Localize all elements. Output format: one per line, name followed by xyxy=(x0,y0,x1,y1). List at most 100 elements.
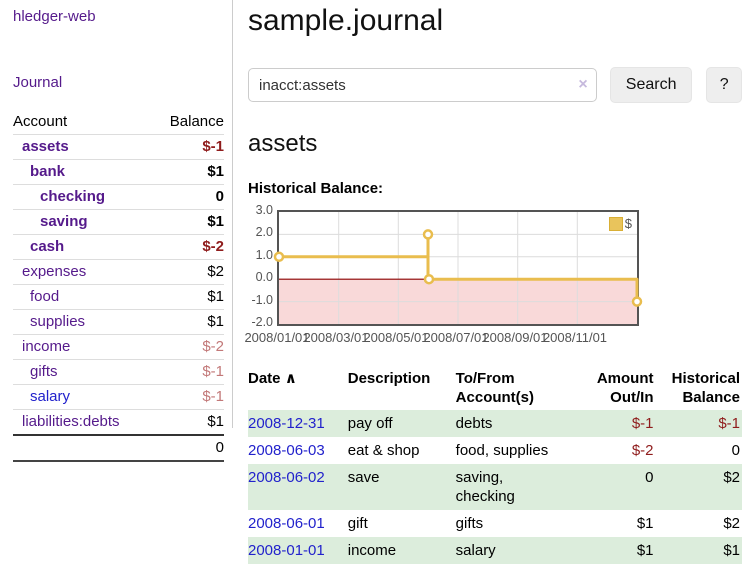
register-col-accounts: To/From Account(s) xyxy=(455,370,535,406)
transaction-accounts: saving, checking xyxy=(455,464,580,510)
app-brand[interactable]: hledger-web xyxy=(13,8,96,25)
register-table: Date ∧ Description To/From Account(s) Am… xyxy=(248,366,742,564)
account-link-income[interactable]: income xyxy=(22,338,71,355)
account-row-checking: checking 0 xyxy=(13,184,224,210)
account-balance: $-1 xyxy=(152,134,224,160)
plot-area: $ xyxy=(273,210,643,326)
account-row-cash: cash $-2 xyxy=(13,234,224,260)
y-tick: 0.0 xyxy=(255,270,273,284)
transaction-balance: $2 xyxy=(661,464,742,510)
account-balance: $1 xyxy=(152,159,224,185)
main-content: sample.journal × Search ? assets Histori… xyxy=(244,0,742,564)
help-button[interactable]: ? xyxy=(706,67,742,103)
account-row-expenses: expenses $2 xyxy=(13,259,224,285)
search-form: × Search ? xyxy=(248,67,742,103)
register-row: 2008-06-03 eat & shop food, supplies $-2… xyxy=(248,437,742,464)
sort-ascending-icon: ∧ xyxy=(284,370,297,387)
account-balance: $-2 xyxy=(152,334,224,360)
legend-label: $ xyxy=(624,216,632,231)
register-row: 2008-06-01 gift gifts $1 $2 xyxy=(248,510,742,537)
account-balance: $1 xyxy=(152,309,224,335)
transaction-date-link[interactable]: 2008-06-01 xyxy=(248,515,325,532)
register-col-balance: Historical Balance xyxy=(671,370,740,406)
account-link-cash[interactable]: cash xyxy=(30,238,65,255)
x-tick: 2008/05/01 xyxy=(363,330,429,345)
account-row-supplies: supplies $1 xyxy=(13,309,224,335)
transaction-date-link[interactable]: 2008-12-31 xyxy=(248,410,348,437)
transaction-balance: $2 xyxy=(723,515,740,532)
plot-svg xyxy=(273,212,643,324)
account-link-checking[interactable]: checking xyxy=(40,188,106,205)
x-tick: 2008/07/01 xyxy=(423,330,489,345)
register-col-description: Description xyxy=(347,370,431,387)
data-points xyxy=(273,229,643,307)
transaction-amount: 0 xyxy=(579,464,662,510)
account-link-salary[interactable]: salary xyxy=(30,388,71,405)
register-header-row: Date ∧ Description To/From Account(s) Am… xyxy=(248,366,742,410)
transaction-date-link[interactable]: 2008-06-03 xyxy=(248,442,325,459)
transaction-description: save xyxy=(347,464,456,510)
account-link-saving[interactable]: saving xyxy=(40,213,88,230)
account-balance: $-1 xyxy=(152,384,224,410)
transaction-accounts: gifts xyxy=(455,515,484,532)
accounts-total: 0 xyxy=(152,434,224,462)
account-row-gifts: gifts $-1 xyxy=(13,359,224,385)
register-col-date[interactable]: Date ∧ xyxy=(248,370,297,387)
transaction-date-link[interactable]: 2008-06-02 xyxy=(248,464,348,510)
account-link-bank[interactable]: bank xyxy=(30,163,66,180)
account-link-gifts[interactable]: gifts xyxy=(30,363,58,380)
y-tick: 3.0 xyxy=(255,203,273,217)
account-balance: $2 xyxy=(152,259,224,285)
register-row: 2008-12-31 pay off debts $-1 $-1 xyxy=(248,410,742,437)
account-balance: $-1 xyxy=(152,359,224,385)
search-box: × xyxy=(248,68,597,102)
clear-search-icon[interactable]: × xyxy=(578,76,588,93)
search-input[interactable] xyxy=(248,68,597,102)
transaction-balance: $1 xyxy=(661,537,742,564)
account-balance: $-2 xyxy=(152,234,224,260)
transaction-description: pay off xyxy=(347,410,456,437)
register-row: 2008-01-01 income salary $1 $1 xyxy=(248,537,742,564)
transaction-amount: $-2 xyxy=(631,442,654,459)
y-tick: 1.0 xyxy=(255,248,273,262)
account-link-assets[interactable]: assets xyxy=(22,138,69,155)
x-tick: 2008/09/01 xyxy=(482,330,548,345)
register-row: 2008-06-02 save saving, checking 0 $2 xyxy=(248,464,742,510)
x-tick: 2008/03/01 xyxy=(303,330,369,345)
account-link-liabilities-debts[interactable]: liabilities:debts xyxy=(22,413,120,430)
account-link-supplies[interactable]: supplies xyxy=(30,313,86,330)
sidebar: hledger-web Journal Account Balance asse… xyxy=(0,0,233,462)
account-row-bank: bank $1 xyxy=(13,159,224,185)
x-tick: 2008/11/01 xyxy=(542,330,608,345)
y-tick: -1.0 xyxy=(251,293,273,307)
chart-title: Historical Balance: xyxy=(248,180,384,197)
transaction-accounts: debts xyxy=(455,410,580,437)
x-tick: 2008/01/01 xyxy=(244,330,310,345)
search-button[interactable]: Search xyxy=(609,67,693,103)
y-tick: 2.0 xyxy=(255,225,273,239)
accounts-total-row: 0 xyxy=(13,434,224,462)
balance-line xyxy=(279,234,639,302)
transaction-date-link[interactable]: 2008-01-01 xyxy=(248,537,348,564)
accounts-col-balance: Balance xyxy=(169,113,224,130)
transaction-description: eat & shop xyxy=(347,442,420,459)
account-row-liabilities-debts: liabilities:debts $1 xyxy=(13,409,224,435)
transaction-amount: $-1 xyxy=(579,410,662,437)
chart-legend: $ xyxy=(606,215,634,232)
transaction-balance: $-1 xyxy=(661,410,742,437)
y-tick: -2.0 xyxy=(251,315,273,329)
account-row-income: income $-2 xyxy=(13,334,224,360)
account-balance: $1 xyxy=(152,284,224,310)
account-row-salary: salary $-1 xyxy=(13,384,224,410)
sidebar-item-journal[interactable]: Journal xyxy=(13,74,63,91)
account-heading: assets xyxy=(248,130,318,157)
transaction-description: gift xyxy=(347,515,368,532)
account-balance: 0 xyxy=(152,184,224,210)
transaction-accounts: food, supplies xyxy=(455,442,549,459)
account-link-expenses[interactable]: expenses xyxy=(22,263,87,280)
transaction-amount: $1 xyxy=(636,515,654,532)
transaction-description: income xyxy=(347,537,456,564)
transaction-amount: $1 xyxy=(579,537,662,564)
account-link-food[interactable]: food xyxy=(30,288,60,305)
legend-swatch-icon xyxy=(608,216,623,231)
